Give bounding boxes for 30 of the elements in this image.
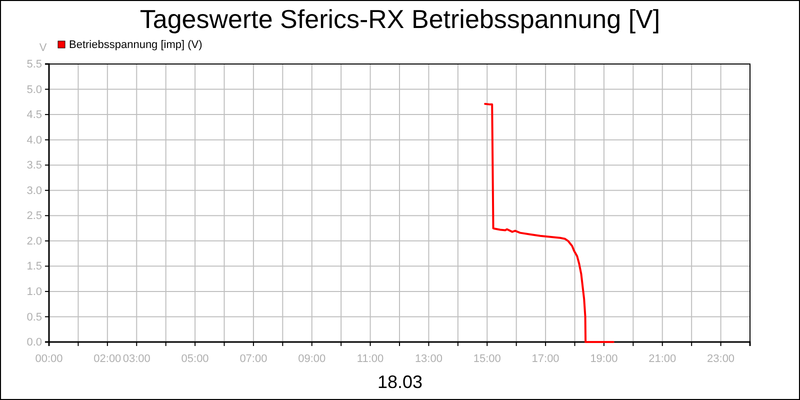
y-tick-label: 3.5: [26, 160, 42, 172]
x-tick-label: 07:00: [240, 353, 268, 366]
x-tick-label: 17:00: [532, 353, 560, 366]
x-tick-label: 19:00: [590, 353, 618, 366]
y-tick-label: 1.5: [26, 260, 42, 273]
x-tick-label: 03:00: [122, 353, 150, 366]
x-tick-label: 11:00: [356, 353, 384, 366]
x-axis-title: 18.03: [377, 372, 423, 392]
x-tick-label: 09:00: [298, 353, 326, 366]
x-tick-label: 00:00: [35, 353, 63, 366]
x-tick-label: 23:00: [707, 353, 735, 366]
y-tick-label: 5.0: [26, 84, 42, 96]
x-tick-label: 05:00: [181, 353, 209, 366]
x-tick-label: 15:00: [473, 353, 501, 366]
y-tick-label: 2.5: [26, 210, 42, 222]
y-tick-label: 5.5: [26, 58, 42, 71]
x-tick-label: 21:00: [648, 353, 676, 366]
y-tick-label: 0.0: [26, 336, 42, 349]
y-axis-title: V: [39, 42, 48, 54]
legend-label: Betriebsspannung [imp] (V): [69, 39, 202, 51]
y-tick-label: 2.0: [26, 235, 42, 248]
y-tick-label: 4.5: [26, 109, 42, 122]
chart-title: Tageswerte Sferics-RX Betriebsspannung [V]: [140, 4, 660, 34]
line-series: [484, 102, 614, 343]
x-tick-label: 13:00: [414, 353, 442, 366]
y-tick-label: 1.0: [26, 286, 42, 298]
y-tick-label: 4.0: [26, 134, 42, 146]
y-tick-label: 0.5: [26, 311, 42, 324]
y-tick-label: 3.0: [26, 184, 42, 197]
x-tick-label: 02:00: [94, 353, 122, 366]
